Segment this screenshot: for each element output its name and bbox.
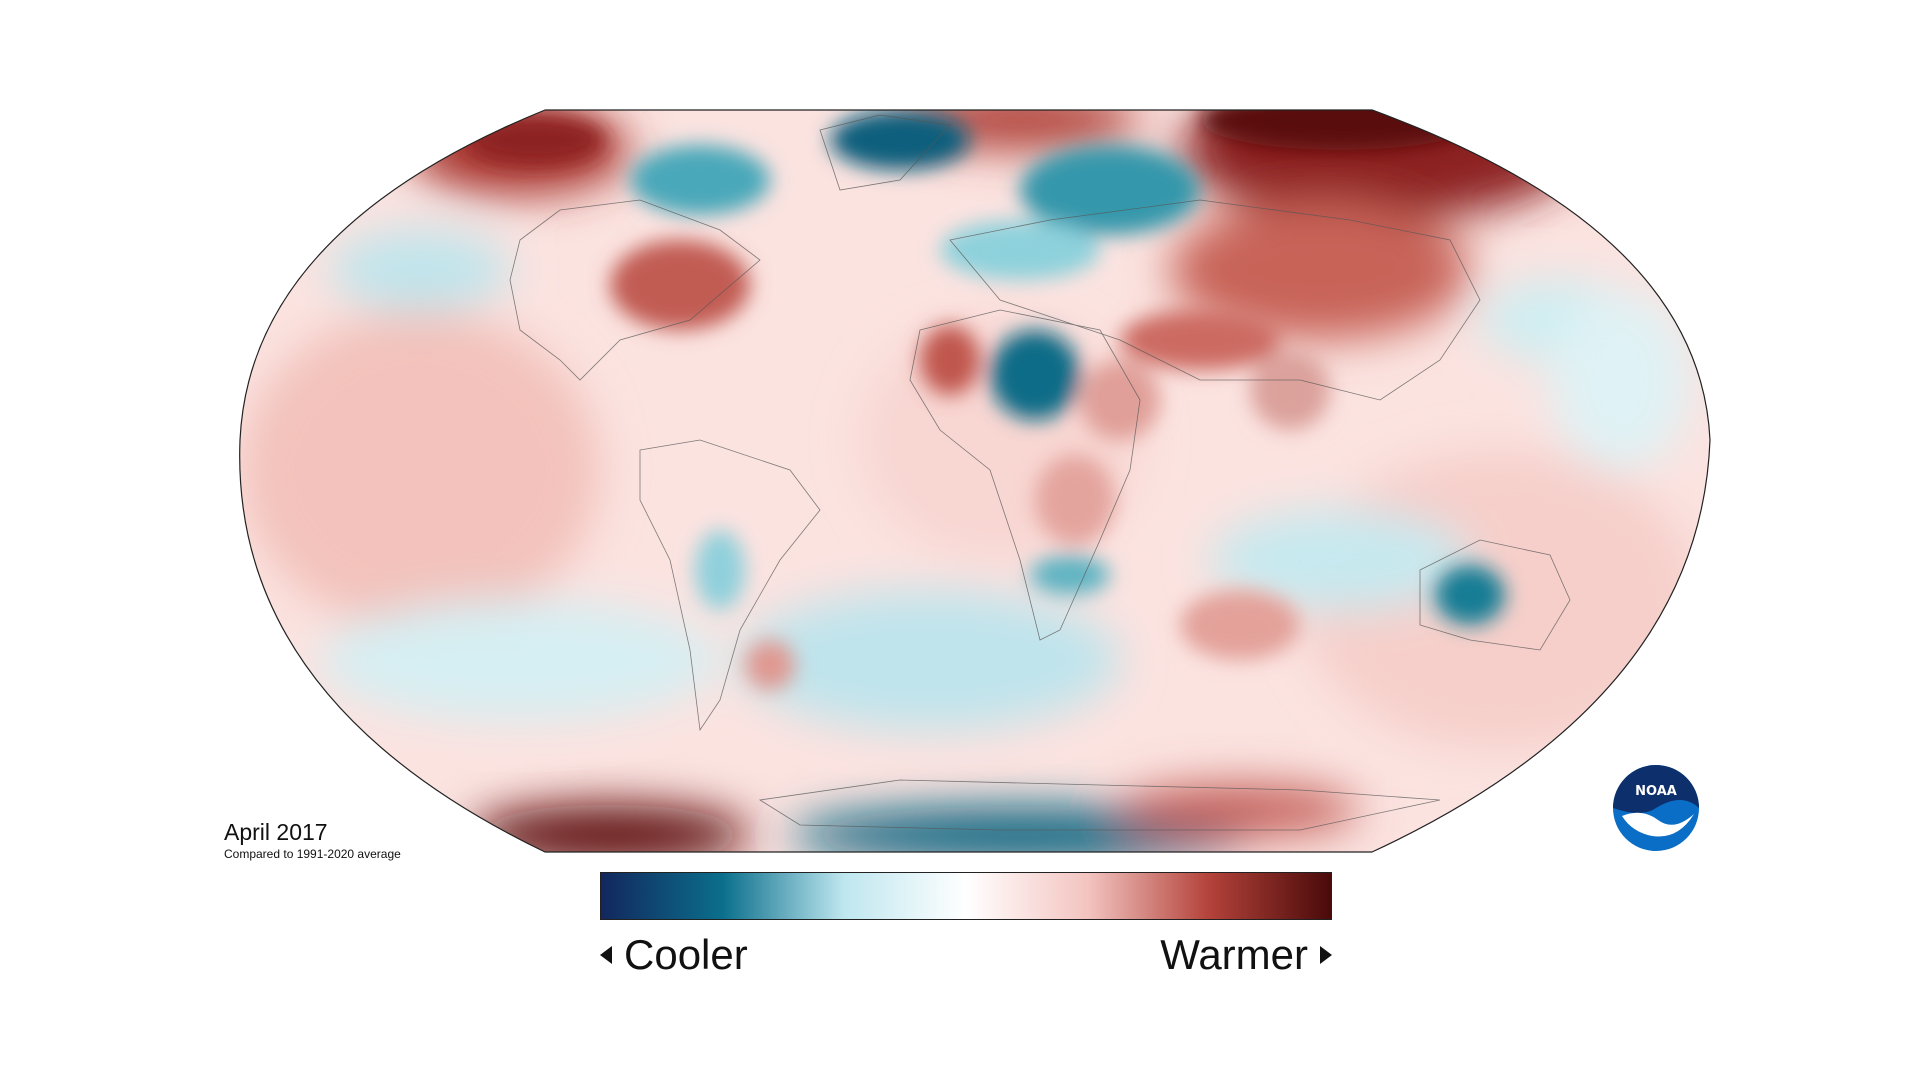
anomaly-field bbox=[239, 110, 1710, 852]
legend-warm: Warmer bbox=[1160, 930, 1332, 980]
anomaly-blobs-detail bbox=[465, 110, 1505, 690]
anomaly-colorbar bbox=[600, 872, 1332, 920]
coastlines bbox=[509, 114, 1571, 831]
caption-subtitle: Compared to 1991-2020 average bbox=[224, 847, 401, 861]
caption-title: April 2017 bbox=[224, 819, 328, 845]
legend-cool-label: Cooler bbox=[624, 931, 748, 978]
anomaly-blobs-broad bbox=[240, 110, 1700, 852]
legend-warm-label: Warmer bbox=[1160, 931, 1308, 978]
globe-outline bbox=[239, 109, 1711, 853]
arrow-left-icon bbox=[600, 946, 612, 964]
noaa-logo-text: NOAA bbox=[1635, 784, 1677, 799]
map-caption: April 2017 Compared to 1991-2020 average bbox=[224, 818, 401, 862]
legend-cool: Cooler bbox=[600, 930, 748, 980]
noaa-logo-icon: NOAA bbox=[1612, 764, 1700, 852]
arrow-right-icon bbox=[1320, 946, 1332, 964]
